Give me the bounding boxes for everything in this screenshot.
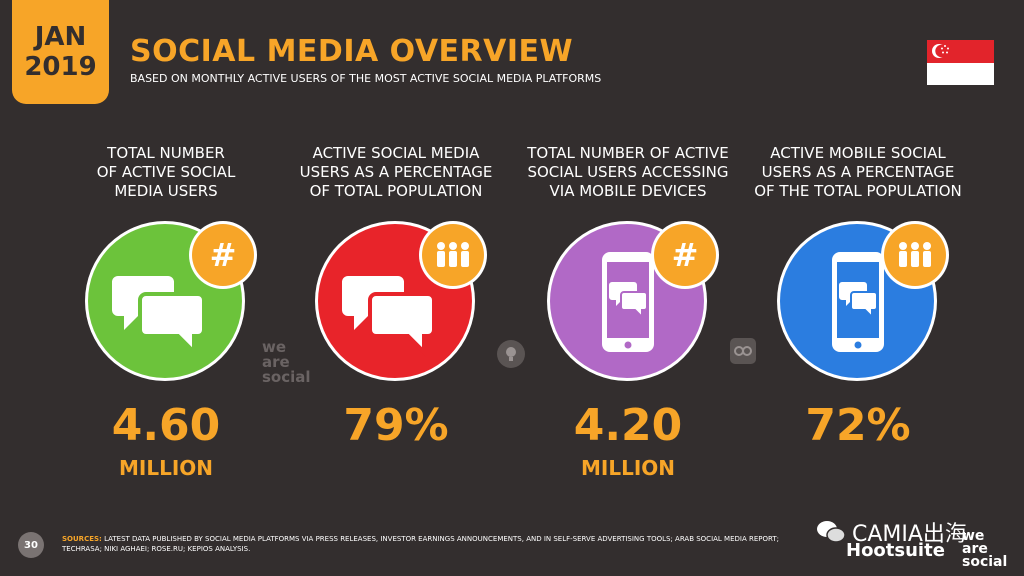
we-are-social-watermark: we are social	[262, 340, 311, 385]
watermark-line: we	[262, 338, 287, 356]
stat-value-total-users: 4.60	[111, 400, 221, 451]
label-line: USERS AS A PERCENTAGE	[299, 163, 493, 181]
stat-label-active-percentage: ACTIVE SOCIAL MEDIA USERS AS A PERCENTAG…	[286, 144, 506, 201]
stat-unit-total-users: MILLION	[118, 456, 213, 480]
chat-bubbles-icon	[318, 224, 472, 378]
wechat-label: CAMIA出海	[852, 522, 967, 547]
stat-value-active-percentage: 79%	[343, 400, 449, 451]
label-line: TOTAL NUMBER OF ACTIVE	[527, 144, 729, 162]
label-line: VIA MOBILE DEVICES	[549, 182, 707, 200]
lightbulb-icon	[497, 340, 525, 368]
people-icon	[884, 224, 946, 286]
label-line: ACTIVE SOCIAL MEDIA	[312, 144, 480, 162]
owl-icon	[730, 338, 756, 364]
mobile-chat-icon	[550, 224, 704, 378]
sources-note: SOURCES: LATEST DATA PUBLISHED BY SOCIAL…	[62, 534, 782, 554]
logo-line: social	[962, 554, 1008, 570]
label-line: SOCIAL USERS ACCESSING	[527, 163, 729, 181]
stat-label-total-users: TOTAL NUMBER OF ACTIVE SOCIAL MEDIA USER…	[56, 144, 276, 201]
stat-label-mobile-users: TOTAL NUMBER OF ACTIVE SOCIAL USERS ACCE…	[518, 144, 738, 201]
we-are-social-logo: we are social	[962, 528, 1008, 570]
label-line: OF TOTAL POPULATION	[309, 182, 483, 200]
label-line: OF THE TOTAL POPULATION	[754, 182, 962, 200]
sources-text: LATEST DATA PUBLISHED BY SOCIAL MEDIA PL…	[62, 535, 779, 553]
date-badge: JAN 2019	[12, 0, 109, 104]
hash-icon: #	[654, 224, 716, 286]
label-line: TOTAL NUMBER	[107, 144, 225, 162]
logo-line: we	[962, 528, 985, 544]
stat-label-mobile-percentage: ACTIVE MOBILE SOCIAL USERS AS A PERCENTA…	[748, 144, 968, 201]
hootsuite-logo: Hootsuite	[846, 540, 945, 561]
date-year: 2019	[24, 52, 97, 82]
label-line: MEDIA USERS	[114, 182, 218, 200]
people-icon	[422, 224, 484, 286]
wechat-watermark: CAMIA出海	[816, 516, 967, 548]
label-line: ACTIVE MOBILE SOCIAL	[770, 144, 946, 162]
watermark-line: are	[262, 353, 290, 371]
page-number: 30	[18, 532, 44, 558]
sources-label: SOURCES:	[62, 535, 102, 543]
stat-value-mobile-users: 4.20	[573, 400, 683, 451]
date-month: JAN	[34, 22, 87, 52]
hash-icon: #	[192, 224, 254, 286]
page-title: SOCIAL MEDIA OVERVIEW	[130, 34, 574, 69]
label-line: USERS AS A PERCENTAGE	[761, 163, 955, 181]
page-subtitle: BASED ON MONTHLY ACTIVE USERS OF THE MOS…	[130, 72, 602, 85]
stat-unit-mobile-users: MILLION	[580, 456, 675, 480]
stat-value-mobile-percentage: 72%	[805, 400, 911, 451]
label-line: OF ACTIVE SOCIAL	[96, 163, 236, 181]
wechat-icon	[817, 521, 846, 543]
watermark-line: social	[262, 368, 311, 386]
singapore-flag-icon	[927, 40, 994, 85]
logo-line: are	[962, 541, 988, 557]
